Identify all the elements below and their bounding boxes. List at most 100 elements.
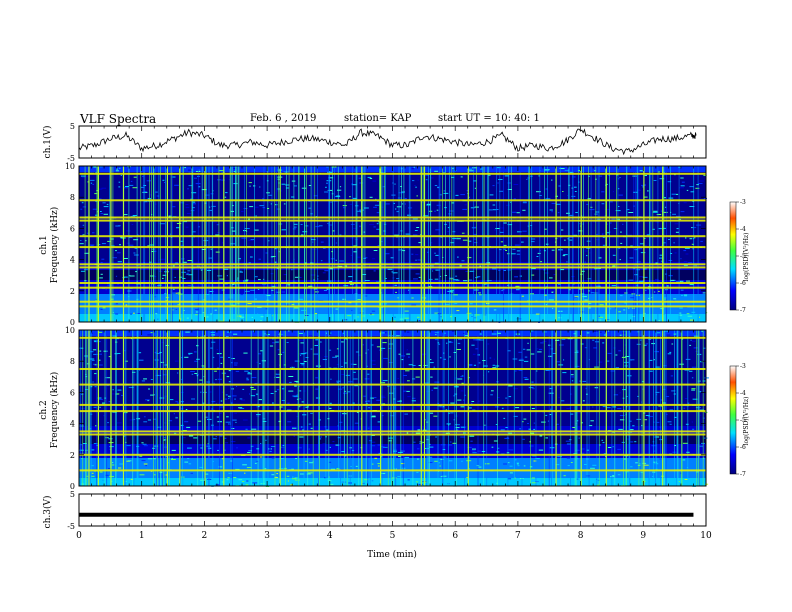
spectrogram-sferic xyxy=(383,166,385,322)
spectrogram-speckle xyxy=(507,284,509,286)
spectrogram-sferic xyxy=(666,166,667,322)
spectrogram-speckle xyxy=(434,428,437,430)
spectrogram-speckle xyxy=(528,428,531,430)
spectrogram-band xyxy=(79,446,706,448)
spectrogram-speckle xyxy=(418,276,421,278)
y-tick-label: 10 xyxy=(65,162,75,171)
spectrogram-speckle xyxy=(287,480,289,482)
spectrogram-speckle xyxy=(480,168,483,170)
spectrogram-sferic xyxy=(364,166,366,322)
spectrogram-speckle xyxy=(265,439,267,441)
spectrogram-speckle xyxy=(597,479,600,481)
spectrogram-speckle xyxy=(332,356,337,358)
spectrogram-speckle xyxy=(205,473,209,475)
spectrogram-speckle xyxy=(91,449,95,451)
x-tick-label: 8 xyxy=(578,531,584,541)
spectrogram-speckle xyxy=(648,415,653,417)
spectrogram-speckle xyxy=(625,471,629,473)
spectrogram-speckle xyxy=(294,477,298,479)
spectrogram-speckle xyxy=(628,212,634,213)
spectrogram-speckle xyxy=(413,441,416,443)
spectrogram-speckle xyxy=(367,400,370,402)
spectrogram-spike xyxy=(380,330,382,486)
spectrogram-speckle xyxy=(468,456,471,458)
spectrogram-speckle xyxy=(256,393,259,395)
spectrogram-speckle xyxy=(299,339,304,341)
spectrogram-speckle xyxy=(531,274,535,276)
spectrogram-sferic xyxy=(574,330,576,486)
spectrogram-speckle xyxy=(406,353,411,355)
spectrogram-speckle xyxy=(676,193,679,195)
spectrogram-speckle xyxy=(439,357,442,359)
spectrogram-speckle xyxy=(84,252,89,254)
spectrogram-speckle xyxy=(197,420,202,422)
spectrogram-speckle xyxy=(277,190,282,192)
spectrogram-speckle xyxy=(224,437,227,439)
spectrogram-speckle xyxy=(304,352,308,354)
spectrogram-speckle xyxy=(613,394,619,396)
spectrogram-sferic xyxy=(385,166,386,322)
spectrogram-sferic xyxy=(203,330,205,486)
spectrogram-speckle xyxy=(503,248,506,250)
spectrogram-speckle xyxy=(258,258,261,260)
spectrogram-speckle xyxy=(471,450,476,452)
spectrogram-speckle xyxy=(219,412,222,414)
spectrogram-speckle xyxy=(671,390,676,392)
spectrogram-speckle xyxy=(604,208,610,210)
spectrogram-speckle xyxy=(235,421,237,423)
spectrogram-band xyxy=(79,254,706,256)
spectrogram-speckle xyxy=(117,389,122,391)
spectrogram-speckle xyxy=(517,231,522,233)
spectrogram-speckle xyxy=(397,378,399,379)
spectrogram-sferic xyxy=(218,166,220,322)
spectrogram-speckle xyxy=(464,394,466,396)
spectrogram-speckle xyxy=(209,209,213,211)
spectrogram-speckle xyxy=(645,415,650,416)
spectrogram-speckle xyxy=(210,347,213,349)
spectrogram-speckle xyxy=(224,196,227,198)
spectrogram-speckle xyxy=(428,456,433,458)
spectrogram-sferic xyxy=(87,330,89,486)
spectrogram-speckle xyxy=(569,289,571,291)
spectrogram-speckle xyxy=(196,345,199,347)
spectrogram-speckle xyxy=(410,408,414,410)
spectrogram-speckle xyxy=(529,432,535,434)
spectrogram-speckle xyxy=(667,421,672,423)
spectrogram-speckle xyxy=(640,339,642,341)
spectrogram-speckle xyxy=(371,310,376,312)
spectrogram-speckle xyxy=(494,229,496,231)
spectrogram-speckle xyxy=(326,334,329,336)
spectrogram-speckle xyxy=(188,185,193,187)
spectrogram-speckle xyxy=(289,297,293,299)
spectrogram-band xyxy=(79,178,706,180)
spectrogram-speckle xyxy=(427,251,429,253)
spectrogram-speckle xyxy=(82,234,84,236)
spectrogram-speckle xyxy=(245,290,250,292)
spectrogram-speckle xyxy=(269,450,272,452)
spectrogram-sferic xyxy=(609,166,610,322)
spectrogram-speckle xyxy=(464,204,467,206)
spectrogram-band xyxy=(79,252,706,254)
spectrogram-speckle xyxy=(439,465,441,467)
spectrogram-speckle xyxy=(120,237,123,239)
spectrogram-speckle xyxy=(272,338,274,340)
spectrogram-speckle xyxy=(569,239,573,241)
spectrogram-speckle xyxy=(644,419,648,421)
spectrogram-speckle xyxy=(353,228,357,229)
spectrogram-speckle xyxy=(570,462,573,463)
spectrogram-speckle xyxy=(294,479,300,481)
spectrogram-speckle xyxy=(395,335,400,337)
spectrogram-speckle xyxy=(301,309,306,311)
spectrogram-band xyxy=(79,424,706,426)
spectrogram-speckle xyxy=(479,333,482,335)
spectrogram-speckle xyxy=(394,316,396,318)
spectrogram-speckle xyxy=(654,436,656,438)
spectrogram-speckle xyxy=(673,298,677,300)
spectrogram-sferic xyxy=(84,166,86,322)
spectrogram-speckle xyxy=(524,378,529,380)
spectrogram-speckle xyxy=(634,441,637,443)
spectrogram-speckle xyxy=(381,473,386,474)
spectrogram-sferic xyxy=(238,166,240,322)
spectrogram-sferic xyxy=(614,330,616,486)
spectrogram-speckle xyxy=(125,304,128,306)
